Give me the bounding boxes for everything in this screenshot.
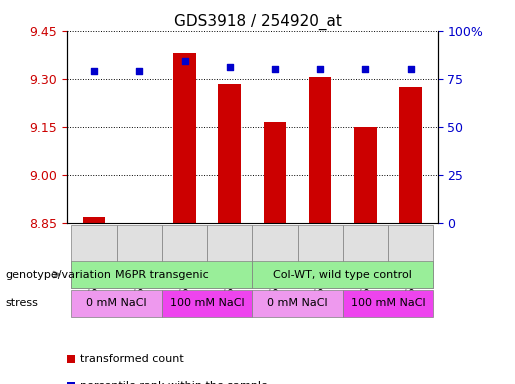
Point [316,66,324,72]
Bar [354,127,376,223]
Text: M6PR transgenic: M6PR transgenic [115,270,209,280]
Point [135,68,143,74]
Text: 0 mM NaCl: 0 mM NaCl [87,298,147,308]
Bar [218,83,241,223]
Text: percentile rank within the sample: percentile rank within the sample [80,381,268,384]
Point [271,66,279,72]
Point [362,66,370,72]
Text: 0 mM NaCl: 0 mM NaCl [267,298,328,308]
Bar [173,53,196,223]
Text: transformed count: transformed count [80,354,183,364]
Text: 100 mM NaCl: 100 mM NaCl [351,298,425,308]
Point [90,68,98,74]
Text: Col-WT, wild type control: Col-WT, wild type control [273,270,412,280]
Bar [309,77,332,223]
Bar [399,87,422,223]
Point [226,64,234,70]
Bar [83,217,106,223]
Point [406,66,415,72]
Bar [264,122,286,223]
Text: 100 mM NaCl: 100 mM NaCl [170,298,245,308]
Text: stress: stress [5,298,38,308]
Point [180,58,188,65]
Text: GDS3918 / 254920_at: GDS3918 / 254920_at [174,13,341,30]
Text: genotype/variation: genotype/variation [5,270,111,280]
